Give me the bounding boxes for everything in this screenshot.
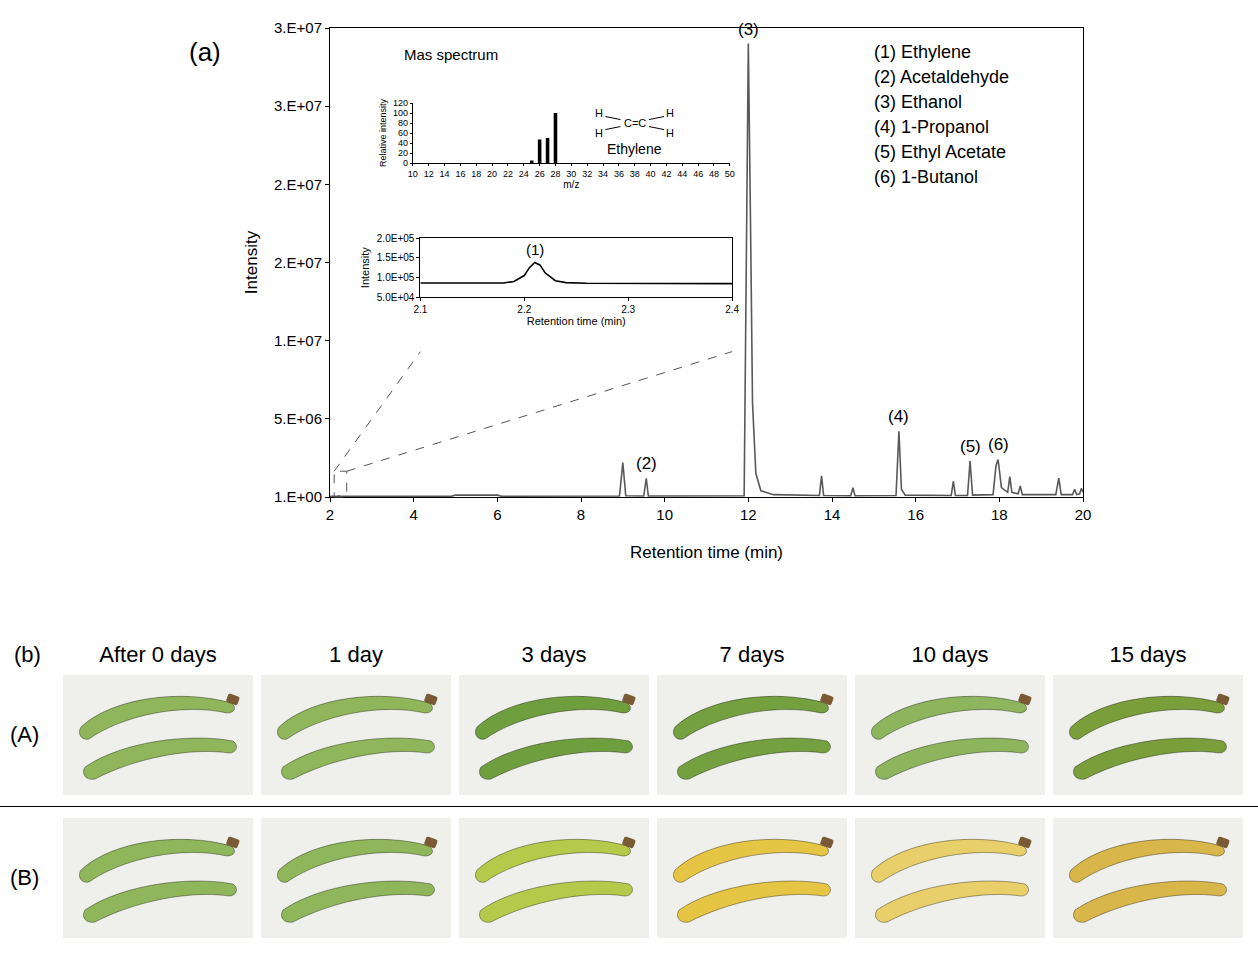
html-text:3 days: 3 days xyxy=(521,642,587,667)
svg-text:(3) Ethanol: (3) Ethanol xyxy=(874,92,962,112)
svg-text:38: 38 xyxy=(630,169,640,179)
svg-text:40: 40 xyxy=(398,138,408,148)
svg-text:28: 28 xyxy=(550,169,560,179)
svg-text:20: 20 xyxy=(487,169,497,179)
svg-text:5.E+06: 5.E+06 xyxy=(274,410,322,427)
svg-text:20: 20 xyxy=(1075,506,1092,523)
svg-text:2.1: 2.1 xyxy=(413,304,427,315)
svg-text:14: 14 xyxy=(824,506,841,523)
svg-text:18: 18 xyxy=(991,506,1008,523)
svg-text:2.4: 2.4 xyxy=(725,304,739,315)
svg-text:20: 20 xyxy=(398,148,408,158)
svg-text:48: 48 xyxy=(709,169,719,179)
svg-text:80: 80 xyxy=(398,118,408,128)
svg-text:1.5E+05: 1.5E+05 xyxy=(377,252,415,263)
svg-text:(6): (6) xyxy=(988,435,1009,454)
svg-text:18: 18 xyxy=(471,169,481,179)
svg-text:1.0E+05: 1.0E+05 xyxy=(377,272,415,283)
svg-text:(2): (2) xyxy=(636,454,657,473)
svg-text:(2) Acetaldehyde: (2) Acetaldehyde xyxy=(874,67,1009,87)
svg-text:22: 22 xyxy=(503,169,513,179)
svg-text:16: 16 xyxy=(455,169,465,179)
svg-text:(5): (5) xyxy=(960,437,981,456)
svg-text:Ethylene: Ethylene xyxy=(607,141,662,157)
svg-text:34: 34 xyxy=(598,169,608,179)
svg-text:10: 10 xyxy=(656,506,673,523)
svg-text:(5) Ethyl Acetate: (5) Ethyl Acetate xyxy=(874,142,1006,162)
svg-text:1.E+00: 1.E+00 xyxy=(274,488,322,505)
svg-text:2.E+07: 2.E+07 xyxy=(274,176,322,193)
svg-text:60: 60 xyxy=(398,128,408,138)
svg-text:3.E+07: 3.E+07 xyxy=(274,19,322,36)
svg-text:C=C: C=C xyxy=(624,117,646,129)
html-text:10 days: 10 days xyxy=(911,642,989,667)
svg-text:Mas spectrum: Mas spectrum xyxy=(404,46,498,63)
svg-text:Retention time (min): Retention time (min) xyxy=(527,315,626,327)
html-text:(b): (b) xyxy=(14,642,41,667)
svg-text:H: H xyxy=(595,127,603,139)
svg-text:Intensity: Intensity xyxy=(359,247,371,288)
svg-text:(4) 1-Propanol: (4) 1-Propanol xyxy=(874,117,989,137)
svg-text:14: 14 xyxy=(440,169,450,179)
html-text:(A): (A) xyxy=(10,722,40,747)
svg-text:30: 30 xyxy=(566,169,576,179)
svg-text:(6) 1-Butanol: (6) 1-Butanol xyxy=(874,167,978,187)
svg-text:10: 10 xyxy=(408,169,418,179)
html-text:15 days: 15 days xyxy=(1109,642,1187,667)
svg-text:5.0E+04: 5.0E+04 xyxy=(377,292,415,303)
svg-text:Intensity: Intensity xyxy=(242,230,261,294)
svg-text:H: H xyxy=(666,107,674,119)
svg-text:H: H xyxy=(595,107,603,119)
svg-text:100: 100 xyxy=(393,108,408,118)
svg-text:32: 32 xyxy=(582,169,592,179)
svg-text:16: 16 xyxy=(907,506,924,523)
svg-text:2.0E+05: 2.0E+05 xyxy=(377,233,415,244)
html-text:After 0 days: After 0 days xyxy=(99,642,217,667)
svg-text:3.E+07: 3.E+07 xyxy=(274,97,322,114)
svg-text:120: 120 xyxy=(393,98,408,108)
svg-text:(1): (1) xyxy=(526,241,544,258)
svg-text:36: 36 xyxy=(614,169,624,179)
html-text:(B): (B) xyxy=(10,865,40,890)
svg-text:42: 42 xyxy=(661,169,671,179)
svg-text:m/z: m/z xyxy=(563,179,579,190)
svg-text:2: 2 xyxy=(326,506,334,523)
svg-text:12: 12 xyxy=(740,506,757,523)
svg-text:46: 46 xyxy=(693,169,703,179)
svg-text:44: 44 xyxy=(677,169,687,179)
svg-text:6: 6 xyxy=(493,506,501,523)
svg-text:Retention time (min): Retention time (min) xyxy=(630,543,783,562)
svg-text:(1) Ethylene: (1) Ethylene xyxy=(874,42,971,62)
svg-text:(3): (3) xyxy=(738,20,759,39)
html-text:7 days: 7 days xyxy=(719,642,785,667)
svg-text:26: 26 xyxy=(535,169,545,179)
svg-text:(a): (a) xyxy=(189,37,221,67)
svg-text:40: 40 xyxy=(646,169,656,179)
html-text:1 day: 1 day xyxy=(329,642,383,667)
svg-text:2.E+07: 2.E+07 xyxy=(274,254,322,271)
svg-text:2.3: 2.3 xyxy=(621,304,635,315)
svg-text:2.2: 2.2 xyxy=(517,304,531,315)
svg-text:H: H xyxy=(666,127,674,139)
svg-text:8: 8 xyxy=(577,506,585,523)
svg-text:24: 24 xyxy=(519,169,529,179)
svg-text:(4): (4) xyxy=(888,407,909,426)
svg-text:0: 0 xyxy=(403,158,408,168)
svg-text:Relative intensity: Relative intensity xyxy=(378,99,388,168)
svg-text:50: 50 xyxy=(725,169,735,179)
svg-text:4: 4 xyxy=(409,506,417,523)
svg-text:12: 12 xyxy=(424,169,434,179)
svg-text:1.E+07: 1.E+07 xyxy=(274,332,322,349)
